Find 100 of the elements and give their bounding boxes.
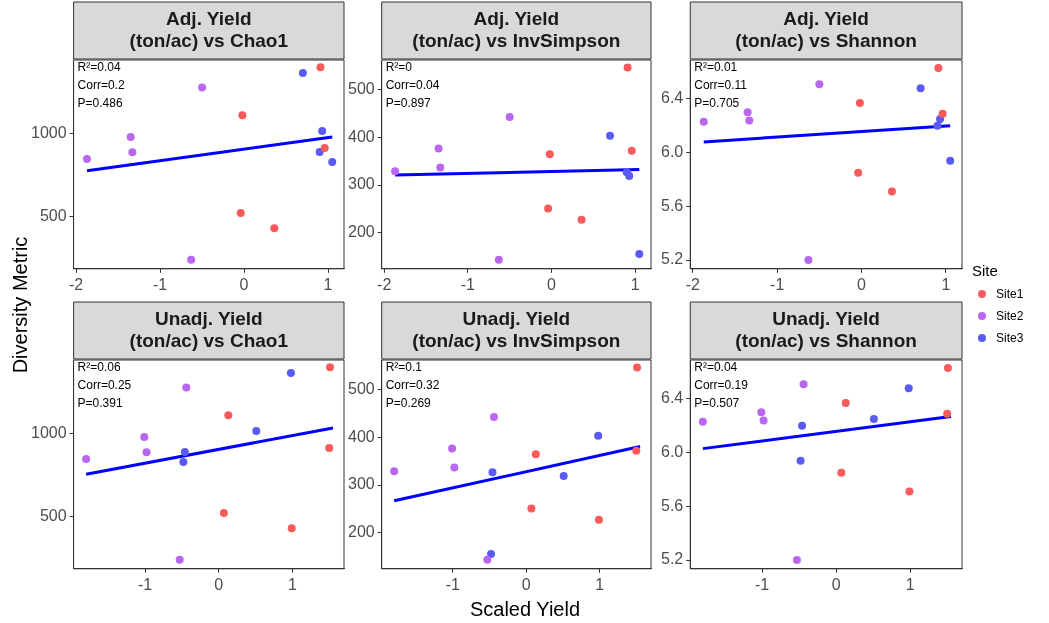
y-tick-label: 6.4 <box>660 89 684 107</box>
x-tick-label: 0 <box>857 275 867 293</box>
point <box>837 468 846 477</box>
point <box>792 556 801 565</box>
x-tick-label: -1 <box>770 275 785 293</box>
y-tick-label: 5.6 <box>660 196 684 214</box>
point <box>815 80 824 89</box>
point <box>699 117 708 126</box>
y-tick-label: 5.6 <box>660 496 684 514</box>
point <box>916 84 925 93</box>
point <box>487 550 496 559</box>
point <box>854 168 863 177</box>
y-tick-label: 400 <box>347 427 375 445</box>
point <box>633 363 642 372</box>
point <box>632 446 641 455</box>
point <box>577 215 586 224</box>
y-tick-label: 6.4 <box>660 389 684 407</box>
point <box>505 113 514 122</box>
point <box>391 167 400 176</box>
annotation: Corr=0.25 <box>77 378 132 393</box>
point <box>175 555 184 564</box>
x-tick-label: -1 <box>137 575 153 593</box>
annotation: P=0.269 <box>385 396 432 411</box>
point <box>320 143 329 152</box>
point <box>869 415 878 424</box>
annotation: Corr=0.32 <box>385 378 440 393</box>
point <box>198 83 207 92</box>
point <box>83 155 92 164</box>
annotation: R²=0.1 <box>385 360 423 375</box>
x-tick-label: 1 <box>595 575 605 593</box>
chart-title: Adj. Yield (ton/ac) vs Chao1 <box>129 7 289 51</box>
point <box>179 457 188 466</box>
point <box>450 463 459 472</box>
point <box>743 108 752 117</box>
y-tick-label: 6.0 <box>660 443 684 461</box>
point <box>799 380 808 389</box>
point <box>594 431 603 440</box>
annotation: Corr=0.2 <box>77 78 125 93</box>
annotation: P=0.897 <box>385 96 432 111</box>
x-tick-label: 0 <box>239 275 249 293</box>
point <box>326 363 334 372</box>
chart-title: Adj. Yield (ton/ac) vs InvSimpson <box>412 7 621 51</box>
x-tick-label: -2 <box>377 275 392 293</box>
point <box>796 456 805 465</box>
y-tick-label: 6.0 <box>660 143 684 161</box>
point <box>142 448 151 457</box>
point <box>390 467 399 476</box>
point <box>219 509 228 518</box>
x-tick-label: 1 <box>941 275 951 293</box>
x-tick-label: -2 <box>69 275 84 293</box>
x-tick-label: 1 <box>323 275 333 293</box>
point <box>594 515 603 524</box>
point <box>527 504 536 513</box>
annotation: P=0.391 <box>77 396 123 411</box>
annotation: P=0.705 <box>694 96 740 111</box>
annotation: Corr=0.19 <box>694 378 749 393</box>
x-tick-label: -2 <box>685 275 700 293</box>
x-tick-label: 0 <box>831 575 841 593</box>
y-tick-label: 200 <box>347 523 375 541</box>
point <box>182 383 191 392</box>
annotation: R²=0 <box>385 60 413 75</box>
point <box>82 455 91 464</box>
point <box>180 447 189 456</box>
legend-title: Site <box>972 262 999 279</box>
x-tick-label: 0 <box>214 575 224 593</box>
point <box>798 421 807 430</box>
annotation: R²=0.01 <box>694 60 738 75</box>
x-tick-label: -1 <box>754 575 770 593</box>
x-axis-title: Scaled Yield <box>469 598 581 621</box>
point <box>489 413 498 422</box>
point <box>635 250 644 259</box>
legend-label: Site1 <box>996 287 1024 301</box>
y-tick-label: 400 <box>347 127 375 145</box>
annotation: P=0.507 <box>694 396 740 411</box>
point <box>434 144 443 153</box>
x-tick-label: 1 <box>287 575 297 593</box>
point <box>298 69 307 78</box>
point <box>623 63 632 72</box>
point <box>287 524 296 533</box>
point <box>841 398 850 407</box>
chart-title: Unadj. Yield (ton/ac) vs Shannon <box>735 307 917 351</box>
y-tick-label: 300 <box>347 175 375 193</box>
point <box>224 411 233 420</box>
point <box>904 384 913 393</box>
point <box>745 116 754 125</box>
point <box>625 172 634 181</box>
point <box>938 109 947 118</box>
y-axis-title: Diversity Metric <box>8 236 32 374</box>
y-tick-label: 500 <box>39 207 67 225</box>
point <box>236 209 245 218</box>
x-tick-label: 1 <box>905 575 915 593</box>
point <box>627 146 636 155</box>
point <box>325 443 334 452</box>
y-tick-label: 5.2 <box>660 250 684 268</box>
point <box>318 127 327 136</box>
point <box>545 150 554 159</box>
point <box>559 472 568 481</box>
y-tick-label: 200 <box>347 223 375 241</box>
y-tick-label: 5.2 <box>660 550 684 568</box>
point <box>128 148 137 157</box>
